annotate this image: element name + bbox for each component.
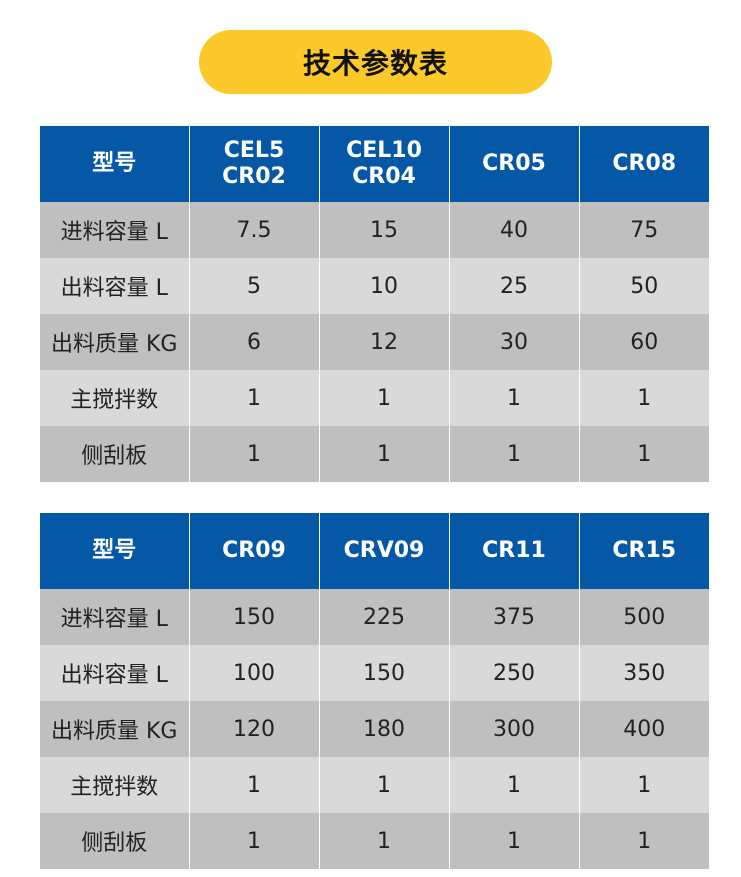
value-cell: 25 <box>448 258 579 314</box>
row-label: 侧刮板 <box>40 426 189 482</box>
table-row: 主搅拌数 1 1 1 1 <box>40 370 709 426</box>
value-cell: 1 <box>448 813 579 869</box>
table-row: 进料容量 L 7.5 15 40 75 <box>40 202 709 258</box>
header-text: CR04 <box>352 164 416 189</box>
value-cell: 6 <box>188 314 319 370</box>
table-row: 主搅拌数 1 1 1 1 <box>40 757 709 813</box>
row-label: 主搅拌数 <box>40 757 189 813</box>
header-cell: CR05 <box>448 126 579 202</box>
header-text: CR02 <box>222 164 286 189</box>
row-label: 侧刮板 <box>40 813 189 869</box>
spec-table-1: 型号 CEL5 CR02 CEL10 CR04 CR05 CR08 进料容量 L 7.5 15 40… <box>40 126 709 482</box>
value-cell: 1 <box>188 757 319 813</box>
table-row: 出料质量 KG 6 12 30 60 <box>40 314 709 370</box>
row-label: 出料容量 L <box>40 258 189 314</box>
value-cell: 50 <box>578 258 709 314</box>
value-cell: 1 <box>188 370 319 426</box>
value-cell: 150 <box>318 645 449 701</box>
value-cell: 375 <box>448 589 579 645</box>
value-cell: 500 <box>578 589 709 645</box>
header-cell: CRV09 <box>318 513 449 589</box>
table-row: 出料容量 L 100 150 250 350 <box>40 645 709 701</box>
value-cell: 400 <box>578 701 709 757</box>
value-cell: 1 <box>578 426 709 482</box>
header-cell: 型号 <box>40 126 189 202</box>
value-cell: 7.5 <box>188 202 319 258</box>
header-text: CEL10 <box>346 138 422 163</box>
value-cell: 10 <box>318 258 449 314</box>
value-cell: 300 <box>448 701 579 757</box>
header-cell: CR09 <box>188 513 319 589</box>
row-label: 出料质量 KG <box>40 314 189 370</box>
table-row: 出料容量 L 5 10 25 50 <box>40 258 709 314</box>
value-cell: 150 <box>188 589 319 645</box>
row-label: 出料质量 KG <box>40 701 189 757</box>
value-cell: 30 <box>448 314 579 370</box>
header-text: CR08 <box>612 151 677 176</box>
header-text: CR15 <box>612 538 677 563</box>
header-text: CRV09 <box>343 538 425 563</box>
table-row: 侧刮板 1 1 1 1 <box>40 813 709 869</box>
header-text: CR11 <box>482 538 546 563</box>
value-cell: 1 <box>578 370 709 426</box>
header-cell: CEL5 CR02 <box>188 126 319 202</box>
value-cell: 120 <box>188 701 319 757</box>
header-cell: CR08 <box>578 126 709 202</box>
row-label: 主搅拌数 <box>40 370 189 426</box>
value-cell: 225 <box>318 589 449 645</box>
value-cell: 1 <box>318 813 449 869</box>
header-row: 型号 CEL5 CR02 CEL10 CR04 CR05 CR08 <box>40 126 709 202</box>
header-cell: 型号 <box>40 513 189 589</box>
value-cell: 1 <box>448 426 579 482</box>
header-text: CR05 <box>482 151 546 176</box>
value-cell: 60 <box>578 314 709 370</box>
value-cell: 250 <box>448 645 579 701</box>
value-cell: 5 <box>188 258 319 314</box>
value-cell: 1 <box>318 370 449 426</box>
row-label: 进料容量 L <box>40 202 189 258</box>
table-row: 出料质量 KG 120 180 300 400 <box>40 701 709 757</box>
value-cell: 100 <box>188 645 319 701</box>
value-cell: 75 <box>578 202 709 258</box>
value-cell: 1 <box>188 813 319 869</box>
value-cell: 12 <box>318 314 449 370</box>
table-row: 侧刮板 1 1 1 1 <box>40 426 709 482</box>
value-cell: 180 <box>318 701 449 757</box>
value-cell: 1 <box>318 426 449 482</box>
header-text: CEL5 <box>223 138 285 163</box>
row-label: 进料容量 L <box>40 589 189 645</box>
header-text: 型号 <box>92 538 137 563</box>
table-row: 进料容量 L 150 225 375 500 <box>40 589 709 645</box>
value-cell: 40 <box>448 202 579 258</box>
header-text: 型号 <box>92 151 137 176</box>
header-cell: CEL10 CR04 <box>318 126 449 202</box>
value-cell: 15 <box>318 202 449 258</box>
spec-table-2: 型号 CR09 CRV09 CR11 CR15 进料容量 L 150 225 375 500 出料容… <box>40 513 709 869</box>
value-cell: 1 <box>578 813 709 869</box>
header-text: CR09 <box>222 538 286 563</box>
header-row: 型号 CR09 CRV09 CR11 CR15 <box>40 513 709 589</box>
value-cell: 350 <box>578 645 709 701</box>
value-cell: 1 <box>448 370 579 426</box>
header-cell: CR15 <box>578 513 709 589</box>
value-cell: 1 <box>578 757 709 813</box>
row-label: 出料容量 L <box>40 645 189 701</box>
header-cell: CR11 <box>448 513 579 589</box>
value-cell: 1 <box>188 426 319 482</box>
page-title: 技术参数表 <box>199 30 552 94</box>
value-cell: 1 <box>448 757 579 813</box>
value-cell: 1 <box>318 757 449 813</box>
